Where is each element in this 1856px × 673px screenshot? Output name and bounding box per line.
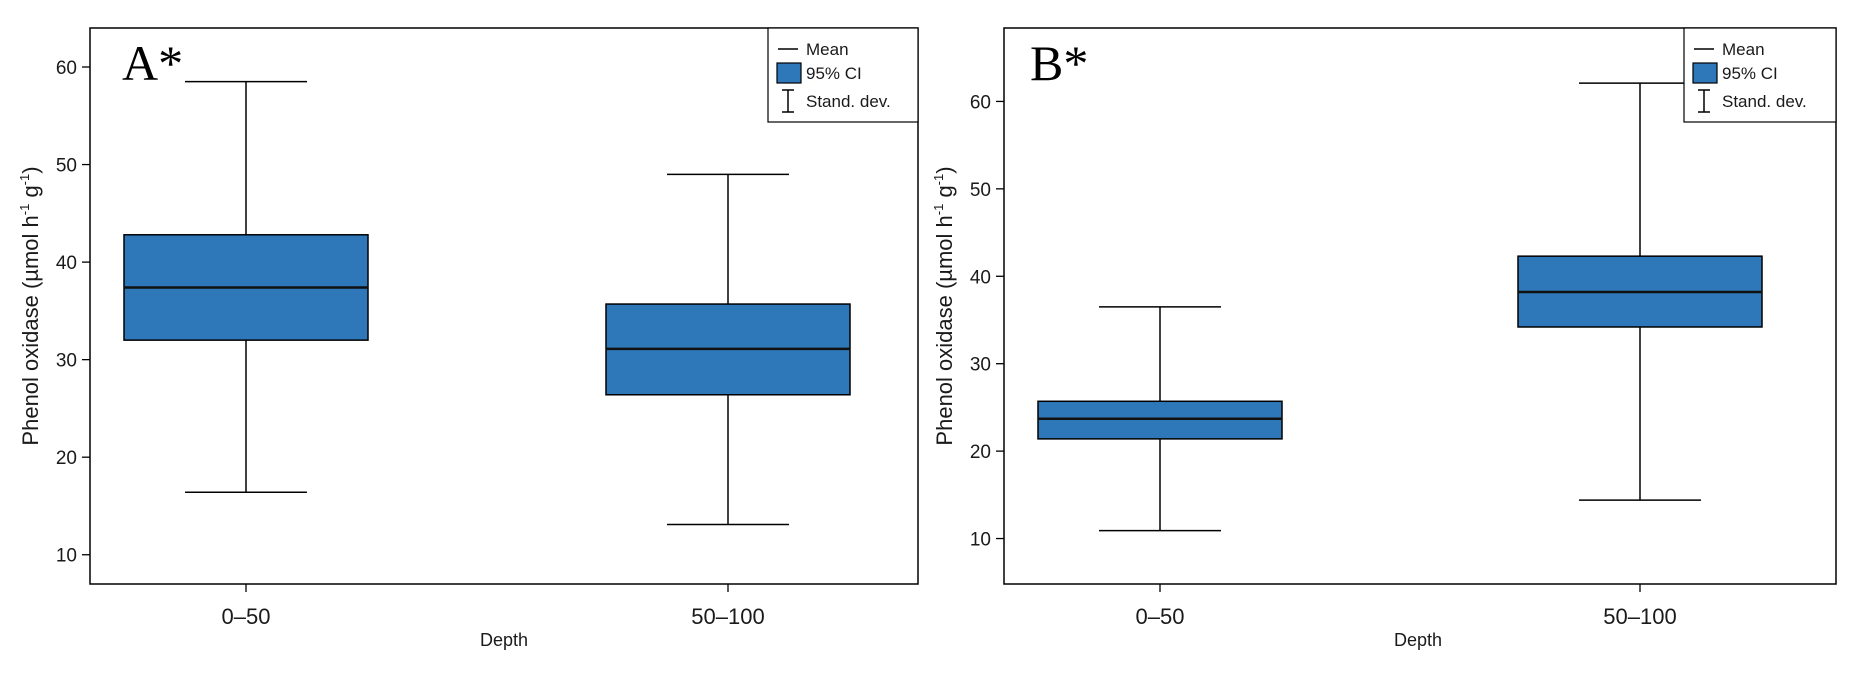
box-1 (123, 80, 369, 494)
box-1 (1037, 306, 1283, 532)
panel-label: A* (122, 35, 183, 91)
y-axis-label-main: Phenol oxidase (µmol h (18, 215, 43, 445)
legend: Mean 95% CI Stand. dev. (1683, 27, 1837, 123)
plot-frame (1003, 27, 1837, 585)
x-tick-label: 0–50 (1136, 604, 1185, 629)
legend-sd-label: Stand. dev. (806, 92, 891, 111)
box-2 (605, 173, 851, 526)
y-axis-label-mid: g (932, 185, 957, 203)
legend-mean-label: Mean (1722, 40, 1765, 59)
y-tick-label: 30 (56, 351, 77, 372)
y-axis-label-main: Phenol oxidase (µmol h (932, 215, 957, 445)
y-tick-label: 60 (970, 92, 991, 113)
y-tick-label: 60 (56, 58, 77, 79)
y-tick-label: 20 (56, 448, 77, 469)
x-axis: 0–50 50–100 (1136, 584, 1677, 629)
panel-a: A* 10 20 30 40 50 60 0–50 50–100 Depth Phenol … (17, 27, 919, 650)
y-tick-label: 40 (970, 267, 991, 288)
ci-box (1037, 400, 1283, 440)
legend-ci-swatch (776, 62, 802, 84)
y-tick-label: 10 (970, 530, 991, 551)
panel-label: B* (1030, 35, 1088, 91)
y-axis-label-end: ) (932, 166, 957, 173)
legend-ci-label: 95% CI (806, 64, 862, 83)
y-axis-label: Phenol oxidase (µmol h-1 g-1) (931, 166, 957, 445)
y-tick-label: 20 (970, 442, 991, 463)
y-axis: 10 20 30 40 50 60 (56, 58, 90, 567)
legend-ci-swatch (1692, 62, 1718, 84)
y-axis: 10 20 30 40 50 60 (970, 92, 1004, 551)
y-axis-label-sup1: -1 (17, 204, 32, 216)
legend-ci-label: 95% CI (1722, 64, 1778, 83)
legend-mean-label: Mean (806, 40, 849, 59)
x-axis-label: Depth (480, 630, 528, 650)
x-axis-label: Depth (1394, 630, 1442, 650)
plot-frame (89, 27, 919, 585)
x-tick-label: 50–100 (1603, 604, 1676, 629)
x-tick-label: 0–50 (222, 604, 271, 629)
legend-sd-label: Stand. dev. (1722, 92, 1807, 111)
y-tick-label: 30 (970, 355, 991, 376)
y-axis-label-mid: g (18, 185, 43, 203)
y-tick-label: 50 (56, 156, 77, 177)
y-axis-label: Phenol oxidase (µmol h-1 g-1) (17, 166, 43, 445)
panel-b: B* 10 20 30 40 50 60 0–50 50–100 Depth Phenol … (931, 27, 1837, 650)
legend: Mean 95% CI Stand. dev. (767, 27, 919, 123)
y-axis-label-sup2: -1 (931, 174, 946, 186)
y-axis-label-sup1: -1 (931, 204, 946, 216)
x-axis: 0–50 50–100 (222, 584, 765, 629)
y-axis-label-end: ) (18, 166, 43, 173)
boxes (123, 80, 851, 526)
box-2 (1517, 82, 1763, 501)
x-tick-label: 50–100 (691, 604, 764, 629)
y-axis-label-sup2: -1 (17, 174, 32, 186)
y-tick-label: 10 (56, 546, 77, 567)
y-tick-label: 50 (970, 180, 991, 201)
boxes (1037, 82, 1763, 532)
y-tick-label: 40 (56, 253, 77, 274)
